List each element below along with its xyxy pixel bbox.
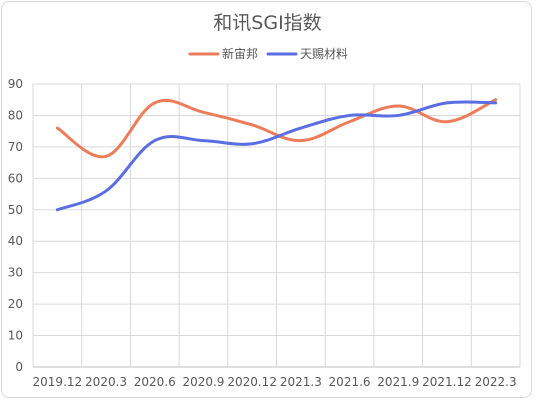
y-tick-label: 70 — [8, 140, 23, 154]
x-tick-label: 2020.12 — [227, 375, 277, 389]
chart-legend: 新宙邦 天赐材料 — [188, 46, 348, 61]
gridlines — [32, 83, 521, 368]
y-tick-label: 30 — [8, 266, 23, 280]
x-axis-ticks: 2019.12 2020.3 2020.6 2020.9 2020.12 2021.3 20… — [33, 375, 517, 389]
series-line-0 — [55, 98, 498, 159]
y-tick-label: 40 — [8, 234, 23, 248]
y-tick-label: 60 — [8, 171, 23, 185]
y-tick-label: 20 — [8, 297, 23, 311]
x-tick-label: 2022.3 — [475, 375, 517, 389]
legend-label: 天赐材料 — [300, 47, 348, 61]
x-tick-label: 2020.6 — [134, 375, 176, 389]
y-tick-label: 0 — [15, 360, 23, 374]
series-line-1 — [55, 100, 498, 212]
x-tick-label: 2021.12 — [422, 375, 472, 389]
x-tick-label: 2021.9 — [377, 375, 419, 389]
y-tick-label: 80 — [8, 108, 23, 122]
x-tick-label: 2021.6 — [329, 375, 371, 389]
y-axis-ticks: 0 10 20 30 40 50 60 70 80 90 — [8, 77, 23, 374]
legend-label: 新宙邦 — [222, 46, 258, 61]
data-series — [55, 98, 498, 212]
y-tick-label: 90 — [8, 77, 23, 91]
x-tick-label: 2020.3 — [85, 375, 127, 389]
chart-title: 和讯SGI指数 — [213, 12, 321, 34]
y-tick-label: 10 — [8, 329, 23, 343]
y-tick-label: 50 — [8, 203, 23, 217]
x-tick-label: 2020.9 — [182, 375, 224, 389]
x-tick-label: 2021.3 — [280, 375, 322, 389]
x-tick-label: 2019.12 — [33, 375, 83, 389]
